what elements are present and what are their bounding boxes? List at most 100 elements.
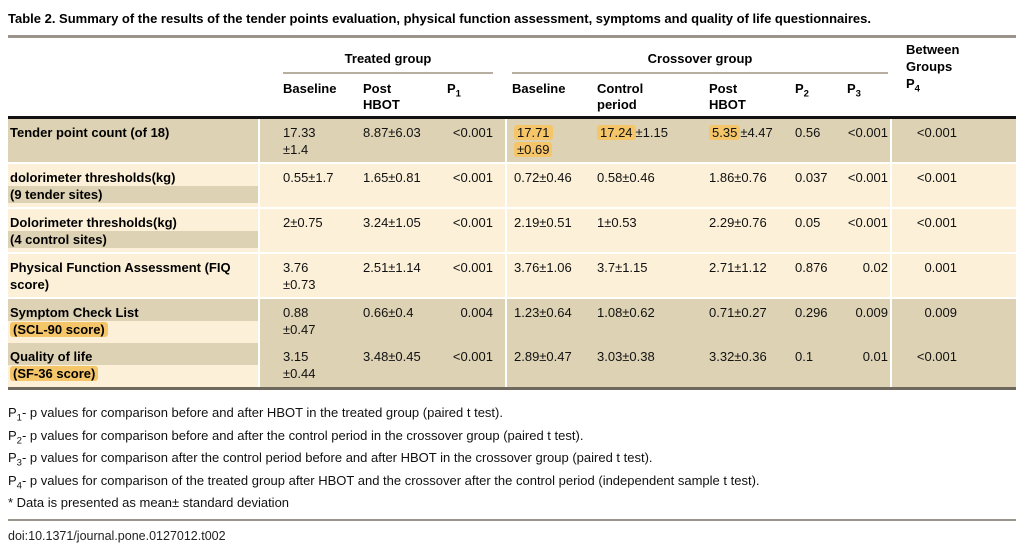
data-cell: 2±0.75 (260, 209, 358, 252)
group-header-crossover-label: Crossover group (512, 51, 888, 74)
data-cell: 0.296 (790, 299, 842, 343)
table-row: dolorimeter thresholds(kg) (9 tender site… (8, 164, 1016, 209)
footnote: P1- p values for comparison before and a… (8, 405, 503, 424)
p-label: P4 (8, 472, 22, 492)
row-label-cell: Symptom Check List (SCL-90 score) (8, 299, 260, 343)
row-label-cell: Dolorimeter thresholds(kg) (4 control sit… (8, 209, 260, 252)
row-sublabel: (4 control sites) (8, 231, 258, 248)
group-header-treated-label: Treated group (283, 51, 493, 74)
data-cell: 3.48±0.45 (358, 343, 442, 387)
data-cell: 17.24 ±1.15 (592, 119, 704, 162)
data-cell: <0.001 (890, 164, 1016, 207)
data-cell: 0.72±0.46 (505, 164, 592, 207)
table-row: Dolorimeter thresholds(kg) (4 control sit… (8, 209, 1016, 254)
data-cell: <0.001 (890, 119, 1016, 162)
data-cell: 0.02 (842, 254, 890, 297)
data-cell: 17.71 ±0.69 (505, 119, 592, 162)
data-cell: 0.56 (790, 119, 842, 162)
p-label: P2 (795, 81, 809, 100)
group-header-crossover: Crossover group (505, 38, 890, 74)
row-label: Physical Function Assessment (FIQ score) (10, 260, 231, 292)
table-row: Tender point count (of 18) 17.33 ±1.4 8.87±… (8, 119, 1016, 164)
column-header-crossover-baseline: Baseline (512, 81, 566, 96)
data-cell: 2.29±0.76 (704, 209, 790, 252)
table-row: Quality of life (SF-36 score) 3.15 ±0.44 3.4… (8, 343, 1016, 387)
data-cell: 0.001 (890, 254, 1016, 297)
doi-text: doi:10.1371/journal.pone.0127012.t002 (8, 528, 226, 543)
highlighted-sublabel: (SCL-90 score) (10, 322, 108, 337)
data-cell: 2.89±0.47 (505, 343, 592, 387)
footnote: P2- p values for comparison before and a… (8, 427, 584, 447)
data-cell: <0.001 (842, 119, 890, 162)
highlighted-value: 5.35 (709, 125, 741, 140)
highlighted-value: ±0.69 (514, 142, 553, 157)
row-label: Symptom Check List (8, 299, 258, 321)
row-sublabel: (SCL-90 score) (8, 321, 258, 338)
data-cell: 1.65±0.81 (358, 164, 442, 207)
data-cell: 0.55±1.7 (260, 164, 358, 207)
data-cell: 0.876 (790, 254, 842, 297)
data-cell: 3.7±1.15 (592, 254, 704, 297)
row-label: dolorimeter thresholds(kg) (10, 170, 176, 185)
row-label: Quality of life (8, 343, 258, 365)
p-label: P3 (8, 450, 22, 469)
data-cell: 1.23±0.64 (505, 299, 592, 343)
column-header-treated-post-hbot: Post HBOT (363, 81, 400, 112)
row-label-cell: dolorimeter thresholds(kg) (9 tender site… (8, 164, 260, 207)
column-header-p2: P2 (790, 74, 842, 116)
table-bottom-rule (8, 387, 1016, 390)
row-label-cell: Tender point count (of 18) (8, 119, 260, 162)
row-label-cell: Quality of life (SF-36 score) (8, 343, 260, 387)
data-cell: <0.001 (842, 164, 890, 207)
column-header-p3: P3 (842, 74, 890, 116)
group-header-between-groups: Between Groups P4 (906, 42, 960, 95)
footnote: P4- p values for comparison of the treat… (8, 472, 760, 492)
p-label: P1 (8, 405, 22, 424)
data-cell: 3.76±1.06 (505, 254, 592, 297)
data-cell: <0.001 (442, 164, 505, 207)
highlighted-value: 17.71 (514, 125, 553, 140)
header-spacer (8, 38, 260, 116)
data-cell: 3.03±0.38 (592, 343, 704, 387)
data-cell: 0.1 (790, 343, 842, 387)
row-label-cell: Physical Function Assessment (FIQ score) (8, 254, 260, 297)
highlighted-value: 17.24 (597, 125, 636, 140)
data-cell: 3.24±1.05 (358, 209, 442, 252)
data-cell: 2.51±1.14 (358, 254, 442, 297)
footnotes: P1- p values for comparison before and a… (8, 402, 1016, 515)
results-table: Treated group Crossover group Between Group… (8, 38, 1016, 387)
data-cell: 0.58±0.46 (592, 164, 704, 207)
table-header: Treated group Crossover group Between Group… (8, 38, 1016, 119)
column-header-treated-baseline: Baseline (283, 81, 337, 96)
data-cell: <0.001 (442, 343, 505, 387)
column-header-p1: P1 (442, 74, 505, 116)
data-cell: <0.001 (890, 209, 1016, 252)
column-header-control-period: Control period (597, 81, 644, 112)
data-cell: 17.33 ±1.4 (260, 119, 358, 162)
p-label: P2 (8, 427, 22, 447)
column-header-crossover-post-hbot: Post HBOT (709, 81, 746, 112)
data-cell: <0.001 (442, 209, 505, 252)
highlighted-sublabel: (SF-36 score) (10, 366, 99, 381)
data-cell: 1±0.53 (592, 209, 704, 252)
footer-rule (8, 518, 1016, 521)
data-cell: 3.15 ±0.44 (260, 343, 358, 387)
data-cell: 0.88 ±0.47 (260, 299, 358, 343)
table-row: Symptom Check List (SCL-90 score) 0.88 ±0.4… (8, 299, 1016, 343)
data-cell: 1.86±0.76 (704, 164, 790, 207)
footnote: P3- p values for comparison after the co… (8, 450, 653, 469)
data-cell: 0.66±0.4 (358, 299, 442, 343)
data-cell: 2.71±1.12 (704, 254, 790, 297)
data-cell: <0.001 (890, 343, 1016, 387)
data-cell: 0.01 (842, 343, 890, 387)
footnote: * Data is presented as mean± standard de… (8, 495, 290, 510)
table-title: Table 2. Summary of the results of the t… (8, 11, 872, 26)
row-label: Tender point count (of 18) (10, 125, 170, 140)
data-cell: <0.001 (442, 119, 505, 162)
data-cell: 0.004 (442, 299, 505, 343)
data-cell: 0.037 (790, 164, 842, 207)
row-label: Dolorimeter thresholds(kg) (10, 215, 177, 230)
data-cell: 8.87±6.03 (358, 119, 442, 162)
data-cell: 0.009 (842, 299, 890, 343)
